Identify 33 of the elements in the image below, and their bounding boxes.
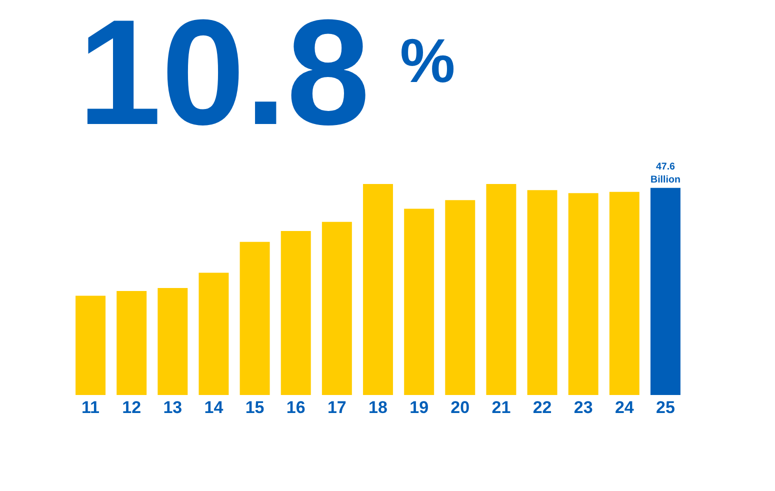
text: % <box>400 27 456 96</box>
data-label: 47.6 Billion <box>650 162 680 186</box>
x-tick-label: 22 <box>532 398 552 417</box>
bar <box>445 200 476 395</box>
bar <box>568 193 598 395</box>
x-tick-label: 13 <box>163 398 182 417</box>
x-tick-label: 17 <box>327 398 346 417</box>
x-tick-label: 25 <box>656 398 675 417</box>
bar <box>322 222 352 395</box>
x-tick-label: 24 <box>614 398 634 417</box>
x-tick-label: 16 <box>286 398 306 417</box>
bar <box>486 184 516 395</box>
x-tick-label: 11 <box>82 398 100 417</box>
bar <box>116 291 147 395</box>
bar <box>363 184 393 395</box>
x-tick-label: 20 <box>450 398 470 417</box>
x-tick-label: 19 <box>410 398 429 417</box>
bar <box>158 288 188 395</box>
text: 10.8 <box>78 0 370 156</box>
x-tick-label: 23 <box>574 398 593 417</box>
bar <box>198 272 229 395</box>
bar <box>650 188 680 395</box>
bar <box>609 192 640 395</box>
x-tick-label: 21 <box>492 398 511 417</box>
bar <box>76 296 106 395</box>
x-tick-label: 12 <box>122 398 142 417</box>
x-tick-label: 18 <box>368 398 388 417</box>
bar <box>240 242 270 395</box>
x-tick-label: 15 <box>245 398 264 417</box>
bar <box>280 230 311 395</box>
x-tick-label: 14 <box>204 398 224 417</box>
bar <box>527 190 558 395</box>
bar <box>404 208 434 395</box>
